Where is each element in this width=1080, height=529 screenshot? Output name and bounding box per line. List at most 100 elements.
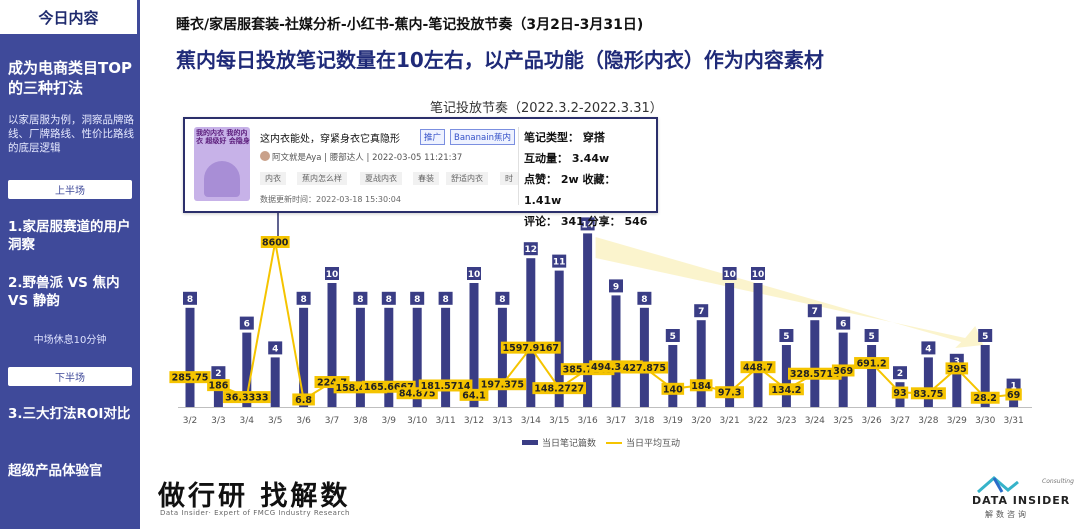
break-note: 中场休息10分钟 [33, 335, 107, 346]
bar-label-box [978, 329, 993, 342]
bar [554, 270, 564, 407]
bar-value-label: 8 [641, 295, 647, 305]
x-tick-label: 3/8 [353, 416, 368, 426]
bar [185, 307, 195, 407]
x-tick-label: 3/7 [325, 416, 339, 426]
x-tick-label: 3/10 [407, 416, 427, 426]
bar [384, 307, 394, 407]
bar-value-label: 2 [897, 369, 903, 379]
agenda-item-1[interactable]: 1.家居服赛道的用户洞察 [8, 219, 131, 253]
bar [611, 295, 621, 407]
x-tick-label: 3/23 [776, 416, 796, 426]
line-label-box [661, 382, 685, 395]
x-tick-label: 3/15 [549, 416, 569, 426]
line-label-box [292, 393, 315, 406]
x-tick-label: 3/27 [890, 416, 910, 426]
bar-label-box [921, 341, 936, 355]
bar-label-box [864, 329, 879, 342]
agenda-item-2[interactable]: 2.野兽派 VS 焦内 VS 静韵 [8, 275, 120, 309]
bar-label-box [495, 291, 510, 305]
line-value-label: 1597.9167 [503, 343, 560, 354]
line-value-label: 134.2 [771, 385, 801, 396]
bar-label-box [893, 366, 907, 380]
line-label-box [768, 383, 804, 396]
bar-value-label: 5 [783, 332, 789, 342]
bar-label-box [665, 329, 680, 342]
bar-label-box [1006, 378, 1021, 392]
bar [753, 283, 763, 407]
bar-value-label: 6 [244, 320, 250, 330]
bar-label-box [353, 291, 368, 305]
line-value-label: 165.6667 [364, 382, 414, 393]
logo-subtext: 解数咨询 [985, 510, 1029, 519]
author-level: 腰部达人 [329, 153, 364, 163]
line-label-box [532, 382, 586, 395]
line-value-label: 184 [691, 381, 711, 392]
bar-label-box [694, 304, 709, 318]
bar [299, 307, 309, 407]
agenda-item-4[interactable]: 超级产品体验官 [8, 463, 103, 479]
bar [213, 382, 223, 407]
bar-label-box [467, 267, 481, 280]
first-half-pill: 上半场 [8, 180, 132, 199]
bar-value-label: 3 [954, 357, 960, 367]
page-title: 蕉内每日投放笔记数量在10左右，以产品功能（隐形内衣）作为内容素材 [176, 48, 824, 72]
series-line [189, 241, 1014, 402]
line-label-box [418, 379, 473, 392]
card-divider [518, 127, 519, 205]
line-label-box [260, 236, 290, 248]
bar [242, 332, 252, 407]
post-title[interactable]: 这内衣能处，穿紧身衣它真隐形 [260, 134, 400, 145]
author-name[interactable]: 阿文就是Aya [272, 153, 322, 163]
bar-label-box [637, 291, 652, 305]
bar-label-box [779, 329, 794, 342]
line-value-label: 691.2 [857, 359, 887, 370]
line-label-box [854, 357, 890, 370]
trend-arrow [595, 237, 984, 348]
line-label-box [910, 387, 946, 400]
bar-value-label: 11 [553, 258, 566, 268]
line-value-label: 369 [833, 366, 853, 377]
line-label-box [788, 367, 842, 380]
bar-label-box [523, 242, 538, 256]
bar-value-label: 8 [414, 295, 420, 305]
brand-slogan: 做行研 找解数 [158, 481, 351, 512]
post-author-line: 阿文就是Aya | 腰部达人 | 2022-03-05 11:21:37 [260, 151, 462, 163]
line-label-box [207, 379, 230, 392]
line-value-label: 494.3333 [591, 362, 641, 373]
x-tick-label: 3/25 [833, 416, 853, 426]
bar [923, 357, 933, 407]
note-type: 笔记类型： 穿搭 [524, 131, 605, 144]
x-tick-label: 3/9 [382, 416, 397, 426]
x-tick-label: 3/12 [464, 416, 484, 426]
line-value-label: 285.75 [172, 373, 209, 384]
bar-value-label: 8 [442, 295, 448, 305]
sidebar-title: 今日内容 [0, 0, 140, 34]
line-value-label: 427.875 [623, 363, 666, 374]
post-thumbnail[interactable]: 我的内衣 我的内衣 超级好 会隐身 [194, 127, 250, 201]
agenda-item-3[interactable]: 3.三大打法ROI对比 [8, 406, 131, 422]
bar [696, 320, 706, 407]
line-value-label: 36.3333 [225, 393, 268, 404]
line-value-label: 395 [947, 364, 967, 375]
post-card[interactable]: 我的内衣 我的内衣 超级好 会隐身 这内衣能处，穿紧身衣它真隐形 推广 Bana… [183, 117, 658, 228]
bar-label-box [438, 291, 453, 305]
x-tick-label: 3/16 [577, 416, 597, 426]
bar [781, 345, 791, 407]
bar [497, 307, 507, 407]
x-tick-label: 3/18 [634, 416, 654, 426]
topic-chip: 春装 [413, 172, 439, 185]
bar [583, 233, 593, 407]
bar-value-label: 8 [187, 295, 193, 305]
bar-label-box [609, 279, 623, 293]
bar [952, 369, 962, 407]
topic-chip: 内衣 [260, 172, 286, 185]
line-value-label: 385.7143 [563, 365, 613, 376]
bar [668, 345, 678, 407]
logo-text: DATA INSIDER [972, 494, 1071, 507]
topic-chip: 夏战内衣 [360, 172, 402, 185]
x-tick-label: 3/30 [975, 416, 995, 426]
line-label-box [945, 362, 969, 375]
